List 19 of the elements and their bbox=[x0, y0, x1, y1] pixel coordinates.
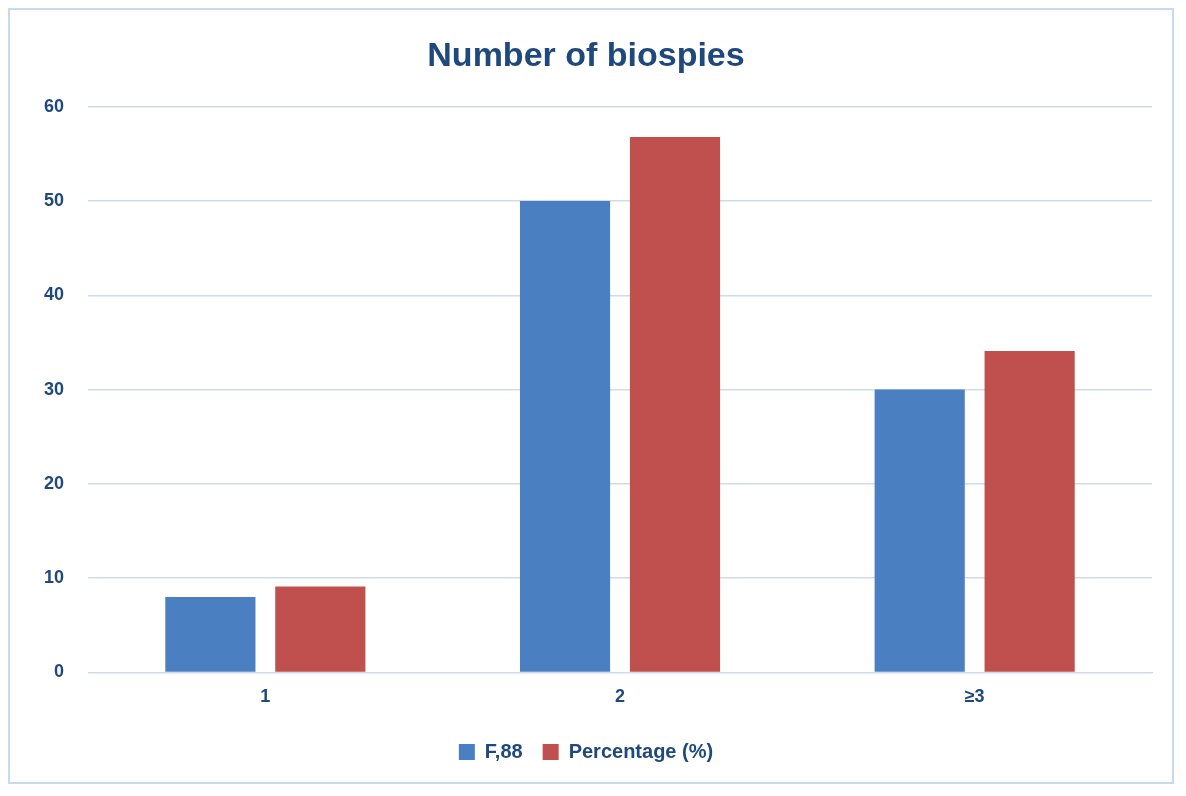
bar bbox=[165, 596, 256, 672]
y-tick-label: 0 bbox=[54, 661, 65, 682]
y-tick-label: 20 bbox=[43, 472, 65, 493]
legend-label: Percentage (%) bbox=[568, 739, 714, 762]
x-tick-label: ≥3 bbox=[964, 686, 985, 707]
bar bbox=[984, 350, 1075, 672]
y-tick-label: 10 bbox=[43, 567, 65, 588]
x-tick-label: 1 bbox=[260, 686, 271, 707]
bar bbox=[629, 136, 721, 672]
y-tick-label: 30 bbox=[43, 378, 65, 399]
legend-label: F,88 bbox=[484, 739, 523, 762]
bar bbox=[275, 586, 366, 672]
chart-title: Number of biospies bbox=[427, 34, 745, 73]
y-tick-label: 60 bbox=[43, 95, 65, 116]
x-tick-label: 2 bbox=[615, 686, 626, 707]
bar bbox=[519, 201, 611, 672]
bar bbox=[874, 389, 965, 672]
y-tick-label: 50 bbox=[43, 190, 65, 211]
y-tick-label: 40 bbox=[43, 284, 65, 305]
